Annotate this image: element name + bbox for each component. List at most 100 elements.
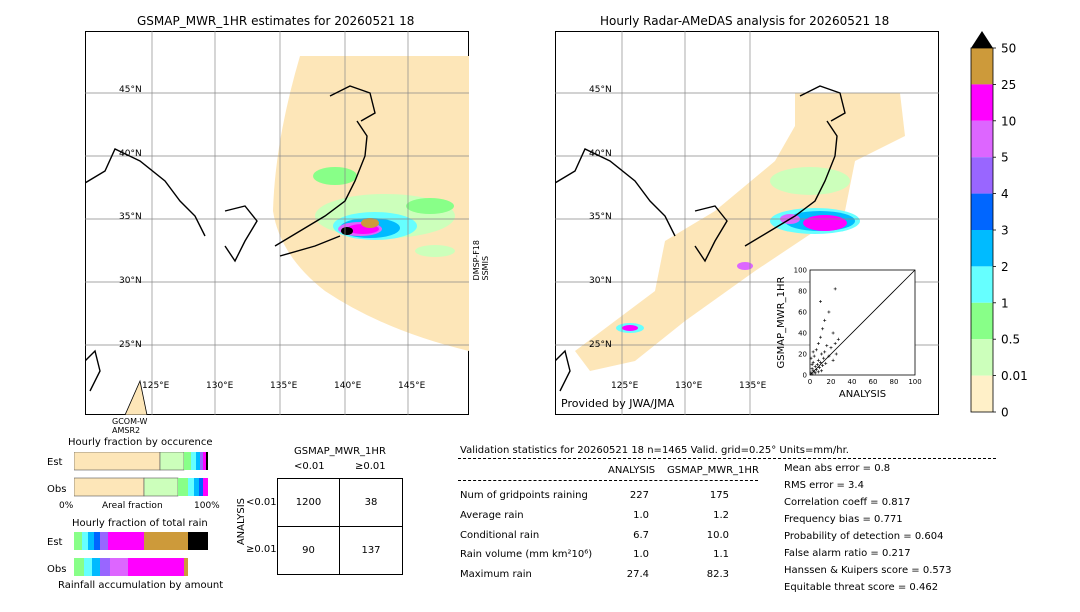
scatter-point	[823, 350, 827, 354]
total-rain-footer: Rainfall accumulation by amount	[58, 580, 224, 591]
contingency-row-ge: ≥0.01	[246, 544, 277, 555]
cell-lt-ge: 38	[364, 497, 378, 508]
x-tick-label: 20	[827, 378, 836, 386]
colorbar-label: 1	[1001, 296, 1009, 310]
scatter-point	[814, 368, 818, 372]
scatter-point	[812, 354, 816, 358]
y-tick-label: 60	[798, 309, 807, 317]
left-lon-130: 130°E	[206, 381, 234, 391]
scatter-point	[813, 371, 817, 375]
stat-analysis: 6.7	[633, 530, 649, 541]
scatter-point	[820, 369, 824, 373]
right-map-title: Hourly Radar-AMeDAS analysis for 2026052…	[600, 14, 890, 28]
total-rain-bars	[74, 532, 208, 576]
score-line: Frequency bias = 0.771	[784, 514, 903, 525]
scatter-point	[811, 350, 815, 354]
scatter-point	[819, 335, 822, 339]
scatter-point	[831, 331, 835, 335]
colorbar-label: 0	[1001, 406, 1009, 420]
x-tick-label: 60	[869, 378, 878, 386]
score-line: Hanssen & Kuipers score = 0.573	[784, 565, 952, 576]
cell-lt-lt: 1200	[295, 497, 322, 508]
score-line: Mean abs error = 0.8	[784, 463, 891, 474]
y-tick-label: 40	[798, 330, 807, 338]
scatter-ylabel: GSMAP_MWR_1HR	[776, 277, 787, 369]
scatter-point	[833, 287, 837, 291]
y-tick-label: 0	[803, 372, 807, 380]
colorbar-swatch	[971, 302, 993, 340]
y-tick-label: 20	[798, 351, 807, 359]
scatter-point	[831, 358, 835, 362]
scatter-point	[827, 354, 831, 358]
occurrence-title: Hourly fraction by occurence	[68, 437, 213, 448]
colorbar-label: 5	[1001, 151, 1009, 165]
left-lat-35: 35°N	[119, 212, 142, 222]
left-map	[85, 31, 469, 415]
right-lon-125: 125°E	[611, 381, 639, 391]
identity-line	[809, 269, 916, 376]
total-rain-row-obs: Obs	[47, 564, 67, 575]
stat-analysis: 1.0	[633, 510, 649, 521]
right-lat-35: 35°N	[589, 212, 612, 222]
scatter-point	[810, 372, 814, 376]
scatter-point	[819, 360, 822, 364]
colorbar-swatch	[971, 120, 993, 158]
scatter-point	[817, 366, 821, 370]
right-lon-135: 135°E	[739, 381, 767, 391]
x-tick-label: 40	[848, 378, 857, 386]
total-rain-title: Hourly fraction of total rain	[72, 518, 208, 529]
colorbar-swatch	[971, 266, 993, 303]
right-lat-40: 40°N	[589, 149, 612, 159]
satellite-bottom-2: AMSR2	[112, 426, 141, 435]
scatter-point	[819, 300, 822, 303]
data-credit: Provided by JWA/JMA	[561, 397, 675, 410]
stat-label: Num of gridpoints raining	[460, 490, 588, 501]
scatter-point	[809, 356, 813, 360]
colorbar-swatch	[971, 339, 993, 376]
colorbar-label: 4	[1001, 187, 1009, 201]
stat-gsmap: 82.3	[706, 569, 729, 580]
scatter-point	[823, 318, 827, 322]
left-lat-45: 45°N	[119, 85, 142, 95]
colorbar-label: 0.01	[1001, 369, 1028, 383]
scatter-point	[816, 358, 820, 362]
validation-divider	[458, 458, 996, 459]
scatter-point	[833, 342, 837, 345]
right-lat-30: 30°N	[589, 276, 612, 286]
stat-gsmap: 175	[709, 490, 729, 501]
occurrence-row-obs: Obs	[47, 484, 67, 495]
stat-analysis: 227	[629, 490, 649, 501]
scatter-point	[834, 352, 838, 356]
scatter-point	[811, 360, 815, 364]
scatter-point	[816, 342, 820, 345]
left-lon-135: 135°E	[270, 381, 298, 391]
stat-label: Average rain	[460, 510, 524, 521]
colorbar-swatch	[971, 230, 993, 267]
scatter-point	[824, 361, 828, 365]
score-line: False alarm ratio = 0.217	[784, 548, 911, 559]
scatter-point	[815, 363, 819, 366]
y-tick-label: 80	[798, 288, 807, 296]
score-line: Equitable threat score = 0.462	[784, 582, 939, 593]
contingency-title: GSMAP_MWR_1HR	[294, 446, 386, 457]
right-lat-25: 25°N	[589, 340, 612, 350]
colorbar-swatch	[971, 193, 993, 230]
scatter-point	[822, 356, 826, 360]
right-lat-45: 45°N	[589, 85, 612, 95]
colorbar-swatch	[971, 375, 993, 412]
validation-col-gsmap: GSMAP_MWR_1HR	[667, 465, 759, 476]
score-line: Correlation coeff = 0.817	[784, 497, 911, 508]
colorbar-label: 3	[1001, 224, 1009, 238]
left-lon-145: 145°E	[398, 381, 426, 391]
contingency-col-lt: <0.01	[294, 461, 325, 472]
validation-divider-2	[458, 480, 758, 481]
contingency-col-ge: ≥0.01	[355, 461, 386, 472]
colorbar-label: 50	[1001, 42, 1016, 56]
scatter-point	[814, 348, 818, 352]
score-line: RMS error = 3.4	[784, 480, 864, 491]
stat-label: Rain volume (mm km²10⁶)	[460, 549, 593, 560]
colorbar-label: 10	[1001, 114, 1016, 128]
colorbar-swatch	[971, 157, 993, 194]
radar-coverage	[575, 93, 905, 371]
left-lat-25: 25°N	[119, 340, 142, 350]
